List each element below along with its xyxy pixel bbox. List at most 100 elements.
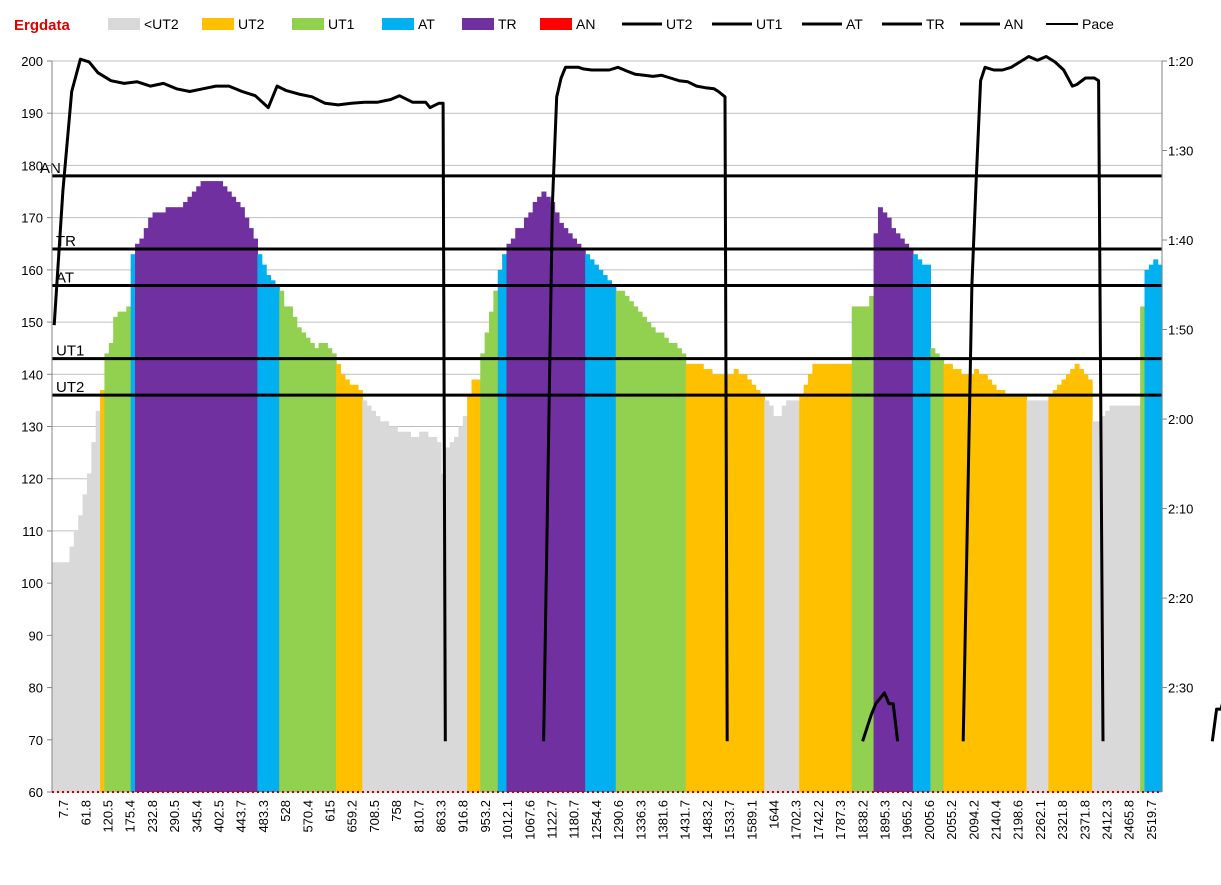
x-tick-label-42: 2140.4 bbox=[989, 800, 1004, 840]
hr-bar-133 bbox=[633, 306, 639, 792]
hr-bar-229 bbox=[1052, 389, 1058, 792]
legend-label-0: <UT2 bbox=[144, 16, 179, 32]
hr-bar-193 bbox=[895, 233, 901, 792]
hr-bar-119 bbox=[572, 238, 578, 792]
hr-bar-69 bbox=[353, 384, 359, 792]
hr-bar-248 bbox=[1135, 405, 1141, 792]
x-tick-label-36: 1838.2 bbox=[855, 800, 870, 840]
hr-bar-232 bbox=[1065, 374, 1071, 792]
hr-bar-243 bbox=[1113, 405, 1119, 792]
hr-bar-73 bbox=[371, 410, 376, 792]
hr-bar-134 bbox=[637, 311, 643, 792]
hr-bar-83 bbox=[414, 436, 420, 792]
right-axis-ticks: 1:20 1:30 1:40 1:50 2:00 2:10 2:20 2:30 bbox=[1162, 54, 1193, 696]
hr-bar-212 bbox=[978, 374, 984, 792]
hr-bar-188 bbox=[873, 233, 879, 792]
hr-bar-33 bbox=[196, 186, 202, 792]
left-tick-label-4: 100 bbox=[21, 576, 43, 591]
hr-bar-208 bbox=[960, 374, 966, 792]
hr-bar-28 bbox=[174, 207, 180, 792]
hr-bar-53 bbox=[283, 306, 289, 792]
heart-rate-bars bbox=[52, 181, 1163, 793]
hr-bar-40 bbox=[226, 191, 232, 793]
x-tick-label-4: 232.8 bbox=[145, 800, 160, 833]
hr-bar-209 bbox=[965, 374, 971, 792]
hr-bar-211 bbox=[974, 369, 980, 792]
hr-bar-36 bbox=[209, 181, 215, 793]
hr-bar-245 bbox=[1122, 405, 1128, 792]
hr-bar-42 bbox=[235, 201, 241, 793]
hr-bar-9 bbox=[91, 442, 97, 792]
hr-bar-231 bbox=[1061, 379, 1067, 792]
x-tick-label-25: 1290.6 bbox=[611, 800, 626, 840]
left-tick-label-9: 150 bbox=[21, 315, 43, 330]
hr-bar-79 bbox=[397, 431, 403, 792]
hr-bar-203 bbox=[939, 358, 945, 792]
hr-bar-99 bbox=[484, 332, 490, 792]
hr-bar-51 bbox=[274, 285, 280, 792]
hr-bar-45 bbox=[248, 228, 254, 793]
hr-bar-63 bbox=[327, 348, 333, 792]
x-tick-label-34: 1742.2 bbox=[811, 800, 826, 840]
legend-label-2: UT1 bbox=[328, 16, 355, 32]
x-tick-label-3: 175.4 bbox=[123, 800, 138, 833]
hr-bar-136 bbox=[646, 322, 652, 792]
hr-bar-197 bbox=[912, 254, 918, 792]
hr-bar-5 bbox=[73, 530, 79, 792]
right-tick-label-4: 2:00 bbox=[1168, 412, 1193, 427]
hr-bar-202 bbox=[934, 353, 940, 792]
hr-bar-163 bbox=[764, 400, 770, 792]
hr-bar-151 bbox=[711, 374, 717, 792]
hr-bar-204 bbox=[943, 363, 949, 792]
hr-bar-242 bbox=[1109, 405, 1115, 792]
hr-bar-215 bbox=[991, 384, 997, 792]
legend-label-5: AN bbox=[576, 16, 595, 32]
hr-bar-64 bbox=[331, 353, 337, 792]
hr-bar-12 bbox=[104, 353, 110, 792]
legend-label-1: UT2 bbox=[238, 16, 265, 32]
legend-swatch-4 bbox=[462, 18, 494, 30]
hr-bar-187 bbox=[869, 295, 875, 792]
hr-bar-228 bbox=[1048, 395, 1054, 792]
hr-bar-247 bbox=[1131, 405, 1137, 792]
hr-bar-75 bbox=[379, 421, 385, 792]
hr-bar-46 bbox=[253, 238, 258, 792]
hr-bar-172 bbox=[803, 384, 809, 792]
chart-title: Ergdata bbox=[14, 17, 71, 34]
hr-bar-26 bbox=[165, 207, 171, 792]
hr-bar-141 bbox=[668, 342, 674, 792]
hr-bar-124 bbox=[593, 264, 599, 792]
hr-bar-52 bbox=[279, 290, 285, 792]
x-tick-label-21: 1067.6 bbox=[522, 800, 537, 840]
x-tick-label-19: 953.2 bbox=[478, 800, 493, 833]
x-tick-label-22: 1122.7 bbox=[545, 800, 560, 839]
hr-bar-217 bbox=[1000, 389, 1006, 792]
hr-bar-7 bbox=[82, 494, 88, 792]
x-tick-label-46: 2371.8 bbox=[1077, 800, 1092, 840]
x-tick-label-7: 402.5 bbox=[212, 800, 227, 833]
legend-label-pace: Pace bbox=[1082, 16, 1114, 32]
hr-bar-70 bbox=[357, 389, 363, 792]
hr-bar-186 bbox=[864, 306, 870, 792]
x-tick-label-40: 2055.2 bbox=[944, 800, 959, 840]
hr-bar-131 bbox=[624, 295, 630, 792]
left-tick-label-12: 180 bbox=[21, 158, 43, 173]
hr-bar-178 bbox=[829, 363, 835, 792]
hr-bar-49 bbox=[266, 275, 272, 793]
hr-bar-159 bbox=[746, 379, 752, 792]
hr-bar-66 bbox=[340, 374, 346, 792]
x-tick-label-27: 1381.6 bbox=[656, 800, 671, 840]
hr-bar-90 bbox=[445, 447, 451, 792]
hr-bar-116 bbox=[558, 222, 564, 793]
hr-bar-44 bbox=[244, 217, 250, 792]
hr-bar-251 bbox=[1148, 264, 1154, 792]
hr-bar-94 bbox=[462, 416, 468, 792]
hr-bar-21 bbox=[143, 228, 149, 793]
threshold-label-1: UT1 bbox=[56, 343, 84, 360]
hr-bar-199 bbox=[921, 264, 927, 792]
hr-bar-56 bbox=[296, 327, 302, 792]
hr-bar-19 bbox=[135, 243, 140, 792]
hr-bar-168 bbox=[786, 400, 792, 792]
hr-bar-18 bbox=[130, 254, 136, 792]
left-tick-label-1: 70 bbox=[29, 733, 43, 748]
